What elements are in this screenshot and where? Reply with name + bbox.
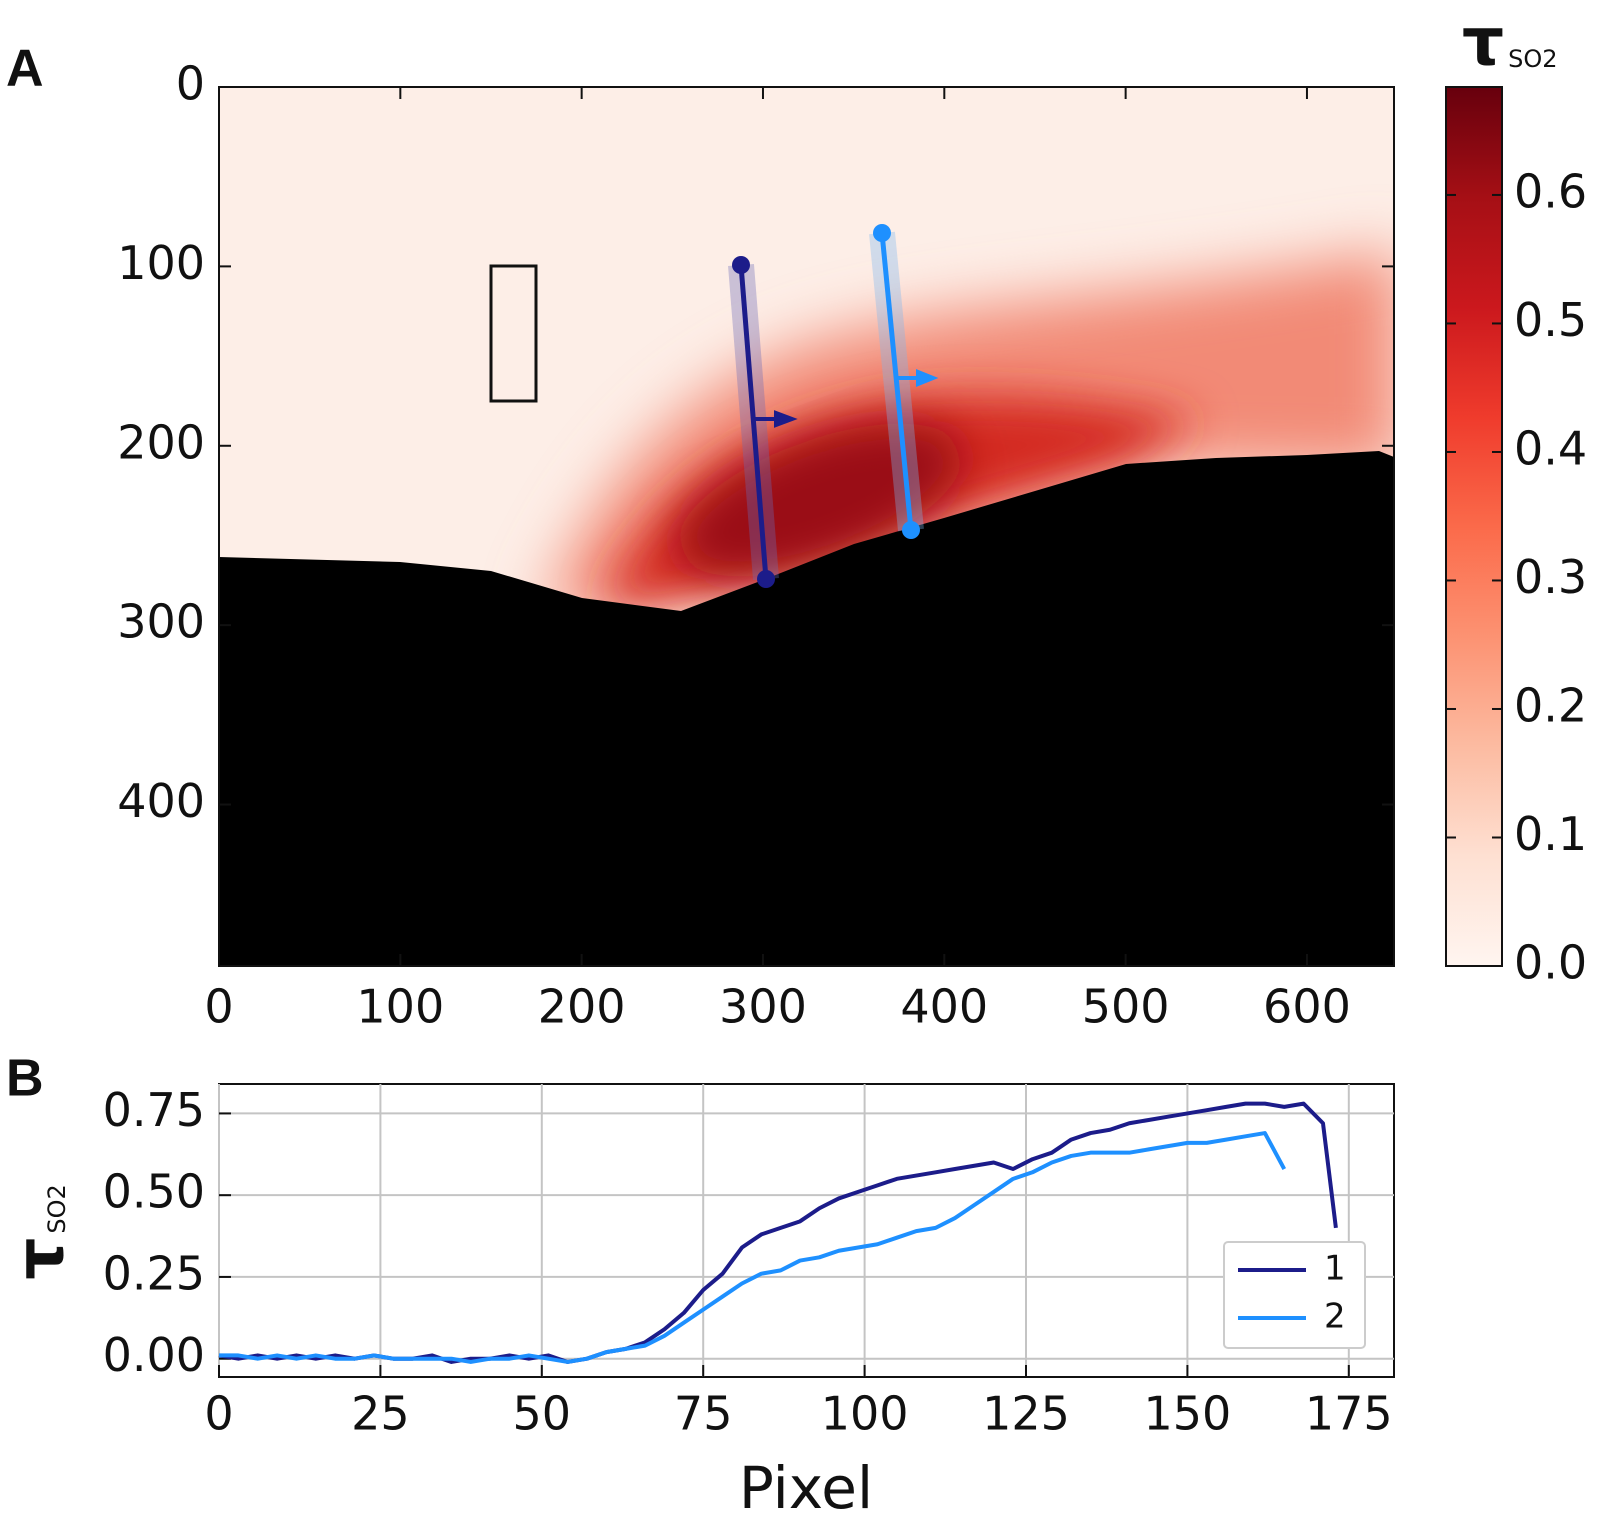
profile-line <box>879 232 914 531</box>
x-tick-label: 50 <box>513 1387 572 1441</box>
profile-arrow <box>755 410 798 428</box>
colorbar-label-sub: SO2 <box>1508 45 1557 73</box>
x-tick-label: 175 <box>1305 1387 1393 1441</box>
heatmap-core-dark <box>677 423 963 577</box>
colorbar-tick-label: 0.1 <box>1514 807 1587 861</box>
colorbar-label-main: τ <box>1462 3 1504 80</box>
x-tick-label: 75 <box>674 1387 733 1441</box>
heatmap <box>219 87 1394 966</box>
series-line <box>218 1101 1338 1364</box>
x-tick-label: 25 <box>351 1387 410 1441</box>
axes-frame <box>218 86 1395 967</box>
x-tick-label: 100 <box>356 980 444 1034</box>
y-tick-label: 0.75 <box>103 1083 205 1137</box>
x-tick-label: 200 <box>538 980 626 1034</box>
colorbar-tick-label: 0.2 <box>1514 678 1587 732</box>
reference-box <box>489 264 538 403</box>
x-tick-label: 0 <box>204 1387 233 1441</box>
colorbar-tick-label: 0.5 <box>1514 293 1587 347</box>
y-tick-label: 400 <box>117 774 205 828</box>
y-tick-label: 0.50 <box>103 1165 205 1219</box>
colorbar <box>1445 86 1503 967</box>
legend-label: 2 <box>1324 1297 1346 1337</box>
profile-start <box>873 224 891 242</box>
profile-arrow <box>898 369 939 387</box>
y-axis-label-sub: SO2 <box>43 1184 71 1233</box>
colorbar-tick-label: 0.0 <box>1514 936 1587 990</box>
x-tick-label: 600 <box>1263 980 1351 1034</box>
profile-line <box>738 264 769 580</box>
legend-label: 1 <box>1324 1249 1346 1289</box>
y-axis-label: τ SO2 <box>1 1184 78 1280</box>
x-tick-label: 500 <box>1082 980 1170 1034</box>
panel-label: B <box>6 1050 44 1108</box>
x-tick-label: 300 <box>719 980 807 1034</box>
x-axis-label: Pixel <box>739 1454 873 1522</box>
y-tick-label: 200 <box>117 415 205 469</box>
x-tick-label: 150 <box>1144 1387 1232 1441</box>
colorbar-tick-label: 0.4 <box>1514 421 1587 475</box>
colorbar-tick-label: 0.6 <box>1514 164 1587 218</box>
series-line <box>219 1131 1287 1364</box>
x-tick-label: 125 <box>982 1387 1070 1441</box>
x-tick-label: 100 <box>821 1387 909 1441</box>
colorbar-label: τ SO2 <box>1462 3 1558 80</box>
colorbar-tick-label: 0.3 <box>1514 550 1587 604</box>
x-tick-label: 0 <box>204 980 233 1034</box>
profile-start <box>732 256 750 274</box>
axes-frame <box>218 1083 1395 1378</box>
y-axis-label-main: τ <box>1 1238 78 1280</box>
profile-end <box>902 521 920 539</box>
terrain-mask <box>219 451 1394 966</box>
profile-end <box>757 570 775 588</box>
y-tick-label: 100 <box>117 236 205 290</box>
panel-label: A <box>6 40 44 98</box>
y-tick-label: 300 <box>117 595 205 649</box>
y-tick-label: 0 <box>176 57 205 111</box>
y-tick-label: 0.25 <box>103 1246 205 1300</box>
x-tick-label: 400 <box>900 980 988 1034</box>
y-tick-label: 0.00 <box>103 1328 205 1382</box>
